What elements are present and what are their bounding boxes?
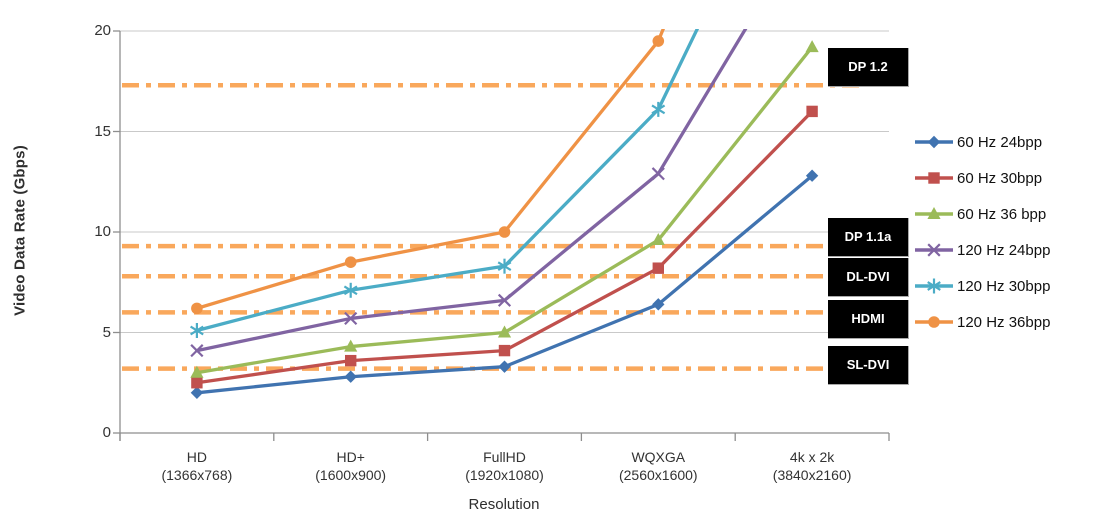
legend-item-60-hz-36-bpp: 60 Hz 36 bpp <box>913 203 1046 225</box>
data-point-60-hz-30bpp <box>806 105 818 118</box>
data-point-60-hz-24bpp <box>190 386 204 399</box>
data-point-120-hz-36bpp <box>191 302 203 315</box>
legend-item-60-hz-30bpp: 60 Hz 30bpp <box>913 167 1042 189</box>
data-point-60-hz-36-bpp <box>344 339 358 352</box>
data-point-120-hz-30bpp <box>343 282 358 298</box>
category-resolution: (2560x1600) <box>618 467 698 483</box>
data-point-60-hz-36-bpp <box>190 365 204 378</box>
legend-label: 60 Hz 24bpp <box>957 133 1043 151</box>
series-60-hz-36-bpp <box>190 40 819 378</box>
category-label: 4k x 2k (3840x2160) <box>732 448 892 484</box>
legend-item-120-hz-36bpp: 120 Hz 36bpp <box>913 311 1050 333</box>
series-60-hz-24bpp <box>190 169 819 399</box>
series-group <box>190 29 819 399</box>
data-point-60-hz-24bpp <box>652 298 665 311</box>
data-point-120-hz-24bpp <box>344 311 358 326</box>
data-point-120-hz-30bpp <box>497 258 512 274</box>
series-60-hz-30bpp <box>191 105 818 389</box>
legend-label: 120 Hz 24bpp <box>957 241 1051 259</box>
y-tick-label: 5 <box>102 323 111 341</box>
data-point-60-hz-30bpp <box>345 354 357 367</box>
data-point-120-hz-36bpp <box>652 35 665 47</box>
legend-marker-triangle <box>915 207 953 219</box>
series-120-hz-30bpp <box>190 29 700 338</box>
y-tick-label: 10 <box>94 223 111 240</box>
category-resolution: (3840x2160) <box>772 467 852 483</box>
y-tick-label: 20 <box>94 22 111 39</box>
legend-item-120-hz-30bpp: 120 Hz 30bpp <box>913 275 1050 297</box>
legend-item-60-hz-24bpp: 60 Hz 24bpp <box>913 131 1042 153</box>
legend-marker-asterisk <box>915 278 953 294</box>
legend-marker-x <box>915 243 953 257</box>
legend-marker-circle <box>915 316 953 328</box>
legend-label: 60 Hz 36 bpp <box>957 205 1047 223</box>
category-name: HD <box>186 449 207 465</box>
data-point-60-hz-36-bpp <box>497 325 512 338</box>
data-point-120-hz-24bpp <box>190 344 204 358</box>
data-point-120-hz-24bpp <box>497 293 512 307</box>
category-label: HD+ (1600x900) <box>271 448 431 484</box>
category-name: 4k x 2k <box>789 449 835 465</box>
data-point-60-hz-24bpp <box>805 169 819 182</box>
data-point-60-hz-30bpp <box>191 377 203 389</box>
y-tick-label: 15 <box>94 122 111 140</box>
data-point-60-hz-36-bpp <box>651 233 665 246</box>
legend-item-120-hz-24bpp: 120 Hz 24bpp <box>913 239 1050 261</box>
data-point-60-hz-30bpp <box>652 262 664 274</box>
data-point-120-hz-24bpp <box>651 167 665 181</box>
data-point-120-hz-36bpp <box>498 226 511 238</box>
category-name: WQXGA <box>631 449 686 465</box>
data-point-60-hz-30bpp <box>498 344 511 357</box>
limit-box-dp-1-2: DP 1.2 <box>828 48 909 88</box>
limit-box-hdmi: HDMI <box>828 300 909 340</box>
category-name: HD+ <box>336 449 365 465</box>
category-label: HD (1366x768) <box>117 448 277 484</box>
limit-box-dl-dvi: DL-DVI <box>828 258 909 298</box>
y-tick-label: 0 <box>102 424 111 441</box>
legend-label: 120 Hz 36bpp <box>957 313 1051 331</box>
limit-box-dp-1-1a: DP 1.1a <box>828 218 909 258</box>
category-resolution: (1366x768) <box>161 467 233 483</box>
legend-label: 120 Hz 30bpp <box>957 277 1051 295</box>
data-point-60-hz-24bpp <box>344 370 357 383</box>
data-point-120-hz-36bpp <box>344 256 357 268</box>
data-point-120-hz-30bpp <box>190 322 204 338</box>
category-label: FullHD (1920x1080) <box>425 448 585 484</box>
legend-marker-diamond <box>915 135 953 149</box>
series-120-hz-36bpp <box>191 29 665 315</box>
series-120-hz-24bpp <box>190 29 748 358</box>
x-axis-title: Resolution <box>468 496 540 513</box>
data-point-60-hz-36-bpp <box>805 40 819 53</box>
category-resolution: (1920x1080) <box>465 467 544 483</box>
data-point-60-hz-24bpp <box>498 360 511 373</box>
data-point-120-hz-30bpp <box>651 101 666 117</box>
limit-box-sl-dvi: SL-DVI <box>828 345 909 385</box>
category-name: FullHD <box>483 449 526 465</box>
legend-marker-square <box>915 172 953 184</box>
y-axis-title: Video Data Rate (Gbps) <box>11 145 29 316</box>
category-label: WQXGA (2560x1600) <box>578 448 738 484</box>
category-resolution: (1600x900) <box>315 467 387 483</box>
legend-label: 60 Hz 30bpp <box>957 169 1043 187</box>
